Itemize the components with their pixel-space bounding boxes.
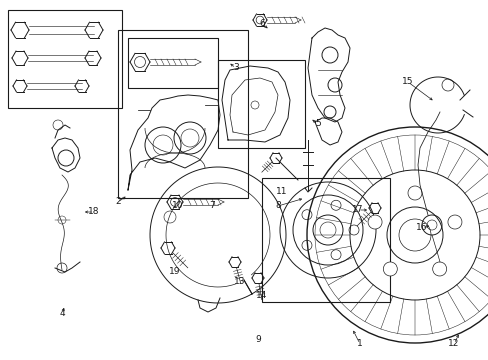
Circle shape	[302, 240, 311, 250]
Text: 10: 10	[172, 202, 183, 211]
Circle shape	[348, 225, 358, 235]
Circle shape	[280, 182, 375, 278]
Text: 19: 19	[169, 267, 181, 276]
Circle shape	[447, 215, 461, 229]
Text: 4: 4	[59, 310, 65, 319]
Circle shape	[383, 262, 397, 276]
Text: 1: 1	[356, 339, 362, 348]
Text: 5: 5	[314, 120, 320, 129]
Text: 12: 12	[447, 339, 459, 348]
Text: 15: 15	[402, 77, 413, 86]
Text: 9: 9	[255, 336, 260, 345]
Text: 17: 17	[351, 206, 363, 215]
Text: 16: 16	[415, 224, 427, 233]
Circle shape	[367, 215, 381, 229]
Text: 14: 14	[256, 292, 267, 301]
Circle shape	[330, 250, 340, 260]
Bar	[118, 30, 247, 198]
Circle shape	[330, 200, 340, 210]
Text: 2: 2	[115, 198, 121, 207]
Text: 13: 13	[234, 278, 245, 287]
Text: 11: 11	[276, 188, 287, 197]
Bar	[8, 10, 122, 108]
Circle shape	[302, 210, 311, 220]
Text: 7: 7	[209, 202, 214, 211]
Text: 6: 6	[259, 19, 264, 28]
Bar	[218, 60, 305, 148]
Bar	[262, 178, 389, 302]
Circle shape	[432, 262, 446, 276]
Circle shape	[407, 186, 421, 200]
Text: 8: 8	[275, 202, 280, 211]
Bar	[128, 38, 218, 88]
Text: 18: 18	[88, 207, 100, 216]
Text: 3: 3	[233, 63, 238, 72]
